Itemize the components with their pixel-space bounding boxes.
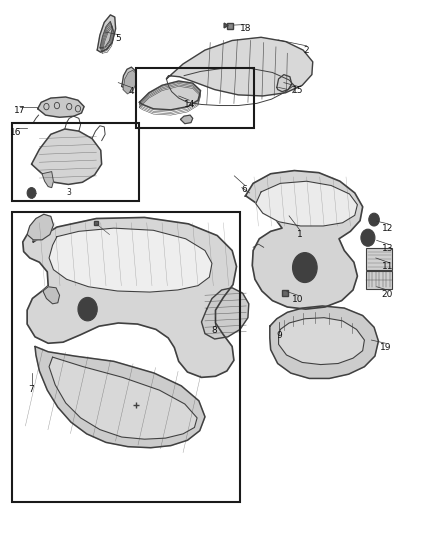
Text: 5: 5	[115, 35, 121, 43]
Polygon shape	[27, 214, 53, 240]
Text: 18: 18	[240, 25, 251, 33]
Bar	[12, 123, 139, 201]
Circle shape	[27, 188, 36, 198]
Text: 17: 17	[14, 107, 26, 115]
Circle shape	[78, 297, 97, 321]
Polygon shape	[43, 287, 60, 304]
Circle shape	[364, 233, 371, 242]
Circle shape	[369, 213, 379, 226]
Bar	[366, 271, 392, 289]
Text: 13: 13	[382, 244, 394, 253]
Text: 11: 11	[382, 262, 394, 271]
Polygon shape	[166, 37, 313, 96]
Polygon shape	[123, 70, 136, 94]
Text: 19: 19	[380, 343, 391, 352]
Text: 2: 2	[304, 46, 309, 54]
Polygon shape	[277, 75, 292, 92]
Text: 3: 3	[67, 189, 72, 197]
Circle shape	[361, 229, 375, 246]
Polygon shape	[100, 21, 112, 48]
Text: 20: 20	[381, 290, 393, 298]
Polygon shape	[49, 357, 197, 439]
Polygon shape	[49, 228, 212, 292]
Polygon shape	[279, 318, 364, 365]
Polygon shape	[180, 115, 193, 124]
Polygon shape	[42, 172, 53, 188]
Polygon shape	[245, 171, 363, 309]
Text: 1: 1	[297, 230, 303, 239]
Text: 14: 14	[184, 100, 195, 109]
Polygon shape	[32, 129, 102, 184]
Polygon shape	[38, 97, 84, 117]
Polygon shape	[35, 346, 205, 448]
Text: 6: 6	[241, 185, 247, 193]
Polygon shape	[256, 181, 357, 226]
Polygon shape	[139, 81, 201, 110]
Bar	[12, 212, 240, 502]
Text: 10: 10	[292, 295, 304, 304]
Bar	[136, 68, 254, 128]
Circle shape	[293, 253, 317, 282]
Polygon shape	[201, 288, 249, 339]
Text: 9: 9	[276, 332, 283, 340]
Text: 16: 16	[10, 128, 21, 136]
Text: 7: 7	[28, 385, 35, 393]
Circle shape	[371, 216, 377, 223]
Polygon shape	[23, 217, 237, 377]
Text: 4: 4	[129, 87, 134, 96]
Text: 12: 12	[382, 224, 394, 232]
Text: 8: 8	[212, 326, 218, 335]
Polygon shape	[122, 67, 135, 91]
Polygon shape	[270, 306, 378, 378]
Bar	[366, 248, 392, 270]
Polygon shape	[97, 15, 116, 52]
Text: 15: 15	[292, 86, 304, 95]
